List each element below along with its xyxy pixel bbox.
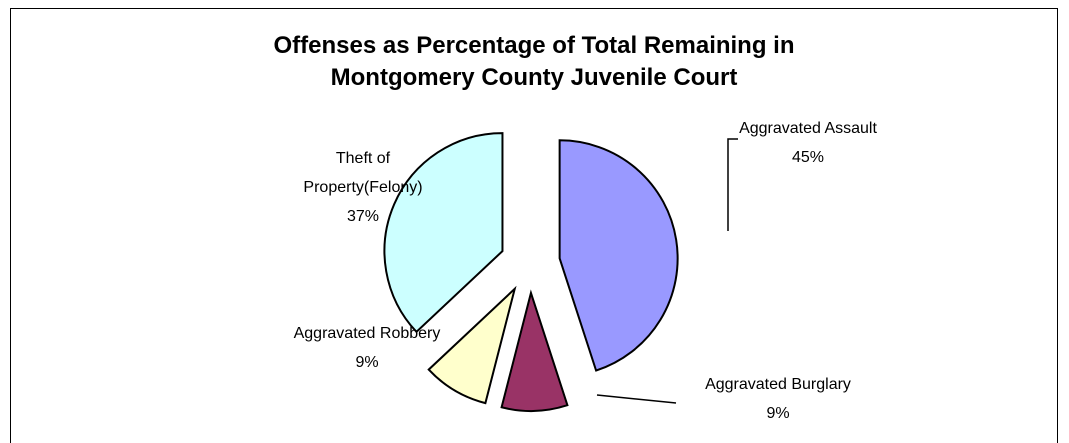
- pie-slice-aggravated-robbery: [427, 285, 517, 405]
- slice-label: 9%: [355, 354, 378, 371]
- chart-title-line-1: Offenses as Percentage of Total Remainin…: [273, 32, 795, 59]
- slice-label: 37%: [347, 208, 379, 225]
- chart-title: Offenses as Percentage of Total Remainin…: [10, 30, 1058, 94]
- leader-line: [596, 394, 677, 404]
- slice-label: Theft of: [336, 150, 391, 167]
- slice-label: Aggravated Robbery: [294, 325, 441, 342]
- leader-line: [727, 138, 738, 231]
- pie-slice-theft-of-property-felony: [383, 132, 504, 334]
- pie-slice-aggravated-assault: [558, 139, 679, 372]
- slice-label: Aggravated Assault: [739, 120, 877, 137]
- slice-label: 9%: [766, 405, 789, 422]
- slice-label: Aggravated Burglary: [705, 376, 851, 393]
- slice-label: Property(Felony): [303, 179, 422, 196]
- slice-label: 45%: [792, 149, 824, 166]
- pie-slice-aggravated-burglary: [500, 289, 569, 412]
- chart-title-line-2: Montgomery County Juvenile Court: [330, 64, 738, 91]
